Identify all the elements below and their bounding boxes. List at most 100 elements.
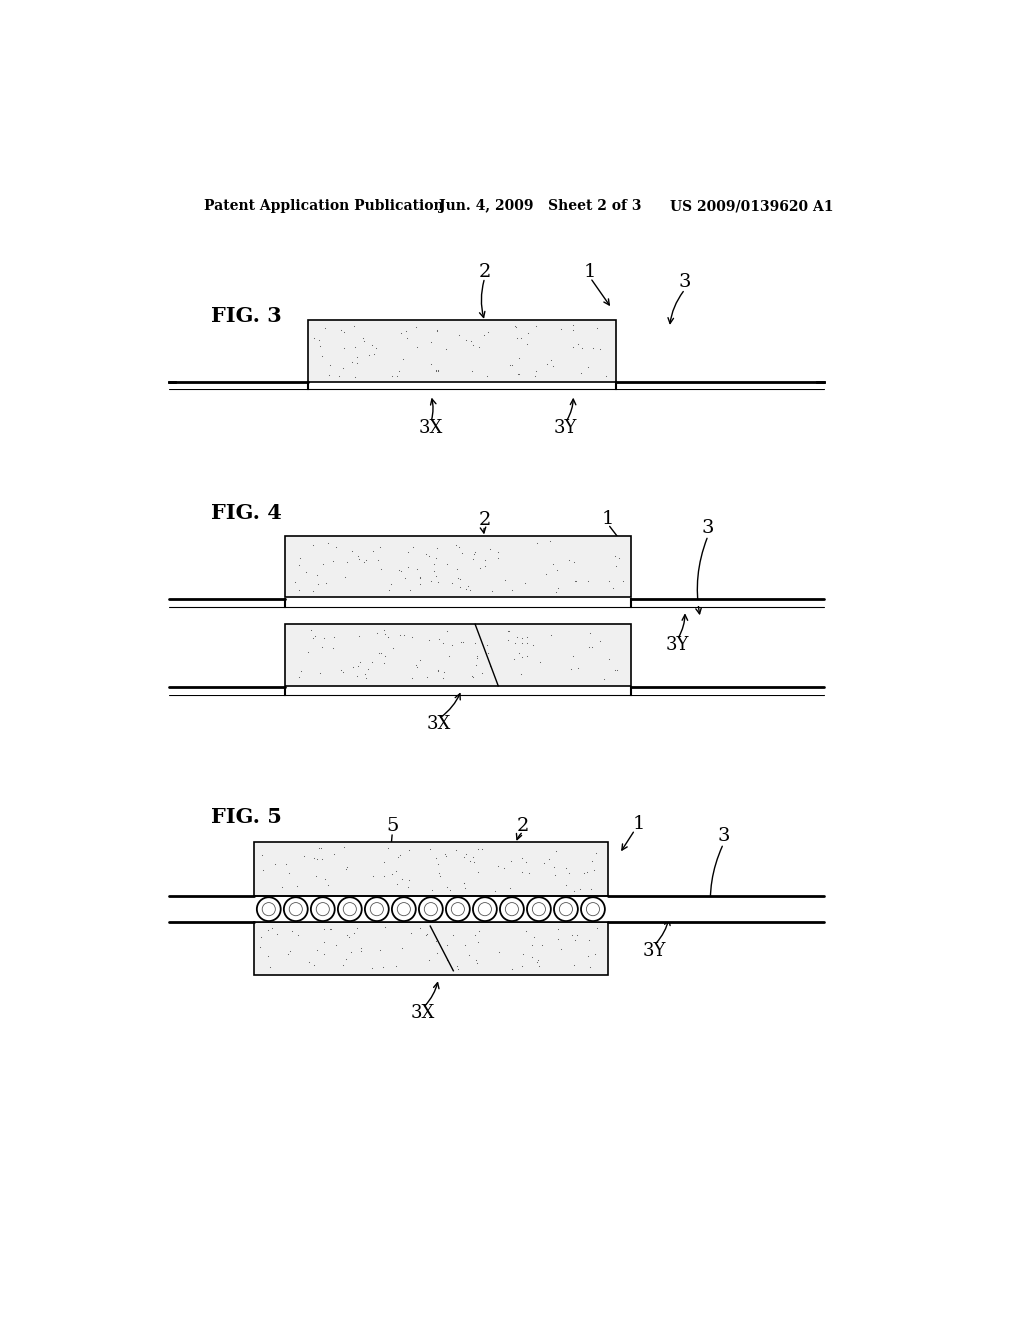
Point [545, 553, 561, 574]
Point [438, 845, 455, 866]
Point [325, 638, 341, 659]
Point [430, 660, 446, 681]
Point [328, 935, 344, 956]
Point [464, 360, 480, 381]
Point [444, 635, 461, 656]
Point [311, 329, 328, 350]
Text: Patent Application Publication: Patent Application Publication [204, 199, 443, 213]
Point [496, 858, 512, 879]
Point [425, 553, 441, 574]
Point [403, 667, 420, 688]
Point [607, 545, 624, 566]
Text: 2: 2 [478, 511, 490, 529]
Point [290, 924, 306, 945]
Point [469, 648, 485, 669]
Point [457, 935, 473, 956]
Point [412, 566, 428, 587]
Point [307, 624, 324, 645]
Point [408, 315, 424, 337]
Point [501, 620, 517, 642]
Point [349, 665, 366, 686]
Point [565, 337, 582, 358]
Point [333, 319, 349, 341]
Point [483, 581, 500, 602]
Point [391, 843, 408, 865]
Point [373, 558, 389, 579]
Point [380, 627, 396, 648]
Text: 3Y: 3Y [554, 418, 578, 437]
Point [565, 645, 582, 667]
Point [510, 643, 526, 664]
Point [585, 636, 601, 657]
Point [303, 620, 319, 642]
Point [568, 924, 585, 945]
Point [291, 554, 307, 576]
Point [506, 648, 522, 669]
Text: US 2009/0139620 A1: US 2009/0139620 A1 [670, 199, 834, 213]
Point [607, 556, 624, 577]
Point [350, 656, 367, 677]
Point [438, 338, 455, 359]
Point [581, 636, 597, 657]
Point [311, 663, 328, 684]
Point [450, 958, 466, 979]
Point [428, 360, 444, 381]
Point [544, 624, 560, 645]
Point [467, 655, 483, 676]
Point [377, 645, 393, 667]
Point [323, 919, 339, 940]
Point [317, 869, 334, 890]
Point [316, 931, 333, 952]
Point [439, 876, 456, 898]
Point [510, 347, 526, 368]
Bar [169, 381, 307, 389]
Text: 3Y: 3Y [666, 636, 689, 653]
Point [393, 560, 410, 581]
Point [588, 944, 604, 965]
Point [430, 659, 446, 680]
Bar [169, 688, 285, 694]
Text: 3X: 3X [426, 715, 451, 734]
Point [536, 853, 552, 874]
Point [567, 570, 584, 591]
Point [308, 865, 325, 886]
Point [430, 359, 446, 380]
Point [568, 570, 585, 591]
Point [377, 917, 393, 939]
Point [428, 537, 444, 558]
Point [421, 545, 437, 566]
Point [527, 315, 544, 337]
Point [259, 945, 275, 966]
Point [513, 327, 529, 348]
Point [364, 957, 380, 978]
Point [269, 924, 286, 945]
Point [314, 554, 331, 576]
Point [326, 843, 342, 865]
Point [335, 954, 351, 975]
Point [393, 937, 410, 958]
Point [255, 859, 271, 880]
Point [349, 346, 366, 367]
Point [293, 660, 309, 681]
Point [325, 550, 341, 572]
Point [388, 956, 404, 977]
Point [432, 866, 449, 887]
Point [344, 352, 360, 374]
Point [403, 627, 420, 648]
Point [526, 927, 543, 948]
Point [399, 876, 416, 898]
Bar [285, 536, 631, 598]
Point [377, 624, 393, 645]
Point [331, 366, 347, 387]
Point [465, 847, 481, 869]
Point [399, 327, 416, 348]
Point [313, 345, 330, 366]
Point [542, 531, 558, 552]
Point [413, 917, 429, 939]
Point [467, 925, 483, 946]
Point [282, 940, 298, 961]
Point [564, 924, 581, 945]
Point [511, 363, 527, 384]
Point [365, 334, 381, 355]
Point [565, 552, 582, 573]
